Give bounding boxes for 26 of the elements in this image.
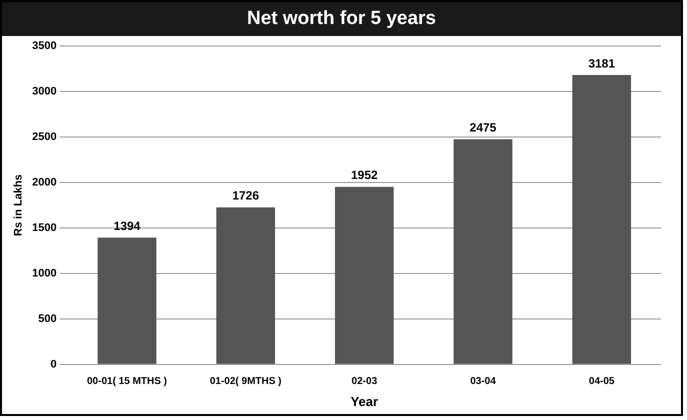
x-tick-label: 00-01( 15 MTHS ) xyxy=(86,376,168,388)
y-tick-label: 1500 xyxy=(32,222,57,234)
data-label: 1394 xyxy=(114,218,141,233)
y-tick-label: 1000 xyxy=(32,267,57,280)
y-tick-label: 0 xyxy=(50,358,57,370)
x-tick-label: 02-03 xyxy=(352,376,378,388)
bar xyxy=(572,75,632,364)
data-label: 3181 xyxy=(588,56,616,70)
bar xyxy=(216,207,276,364)
y-axis-title: Rs in Lakhs xyxy=(12,174,25,236)
y-tick-label: 2000 xyxy=(32,176,57,188)
x-axis-title: Year xyxy=(350,394,378,409)
data-label: 1726 xyxy=(232,188,260,203)
data-label: 1952 xyxy=(350,168,378,182)
x-tick-label: 04-05 xyxy=(588,376,615,388)
x-tick-label: 03-04 xyxy=(470,376,496,388)
y-tick-label: 2500 xyxy=(32,131,57,144)
y-tick-label: 500 xyxy=(38,312,57,325)
bar xyxy=(454,139,512,364)
y-tick-label: 3000 xyxy=(32,86,57,98)
chart-title: Net worth for 5 years xyxy=(2,2,681,36)
bar xyxy=(334,186,394,364)
bar xyxy=(98,238,156,364)
data-label: 2475 xyxy=(470,120,497,135)
x-tick-label: 01-02( 9MTHS ) xyxy=(210,376,282,388)
y-tick-label: 3500 xyxy=(32,40,57,52)
